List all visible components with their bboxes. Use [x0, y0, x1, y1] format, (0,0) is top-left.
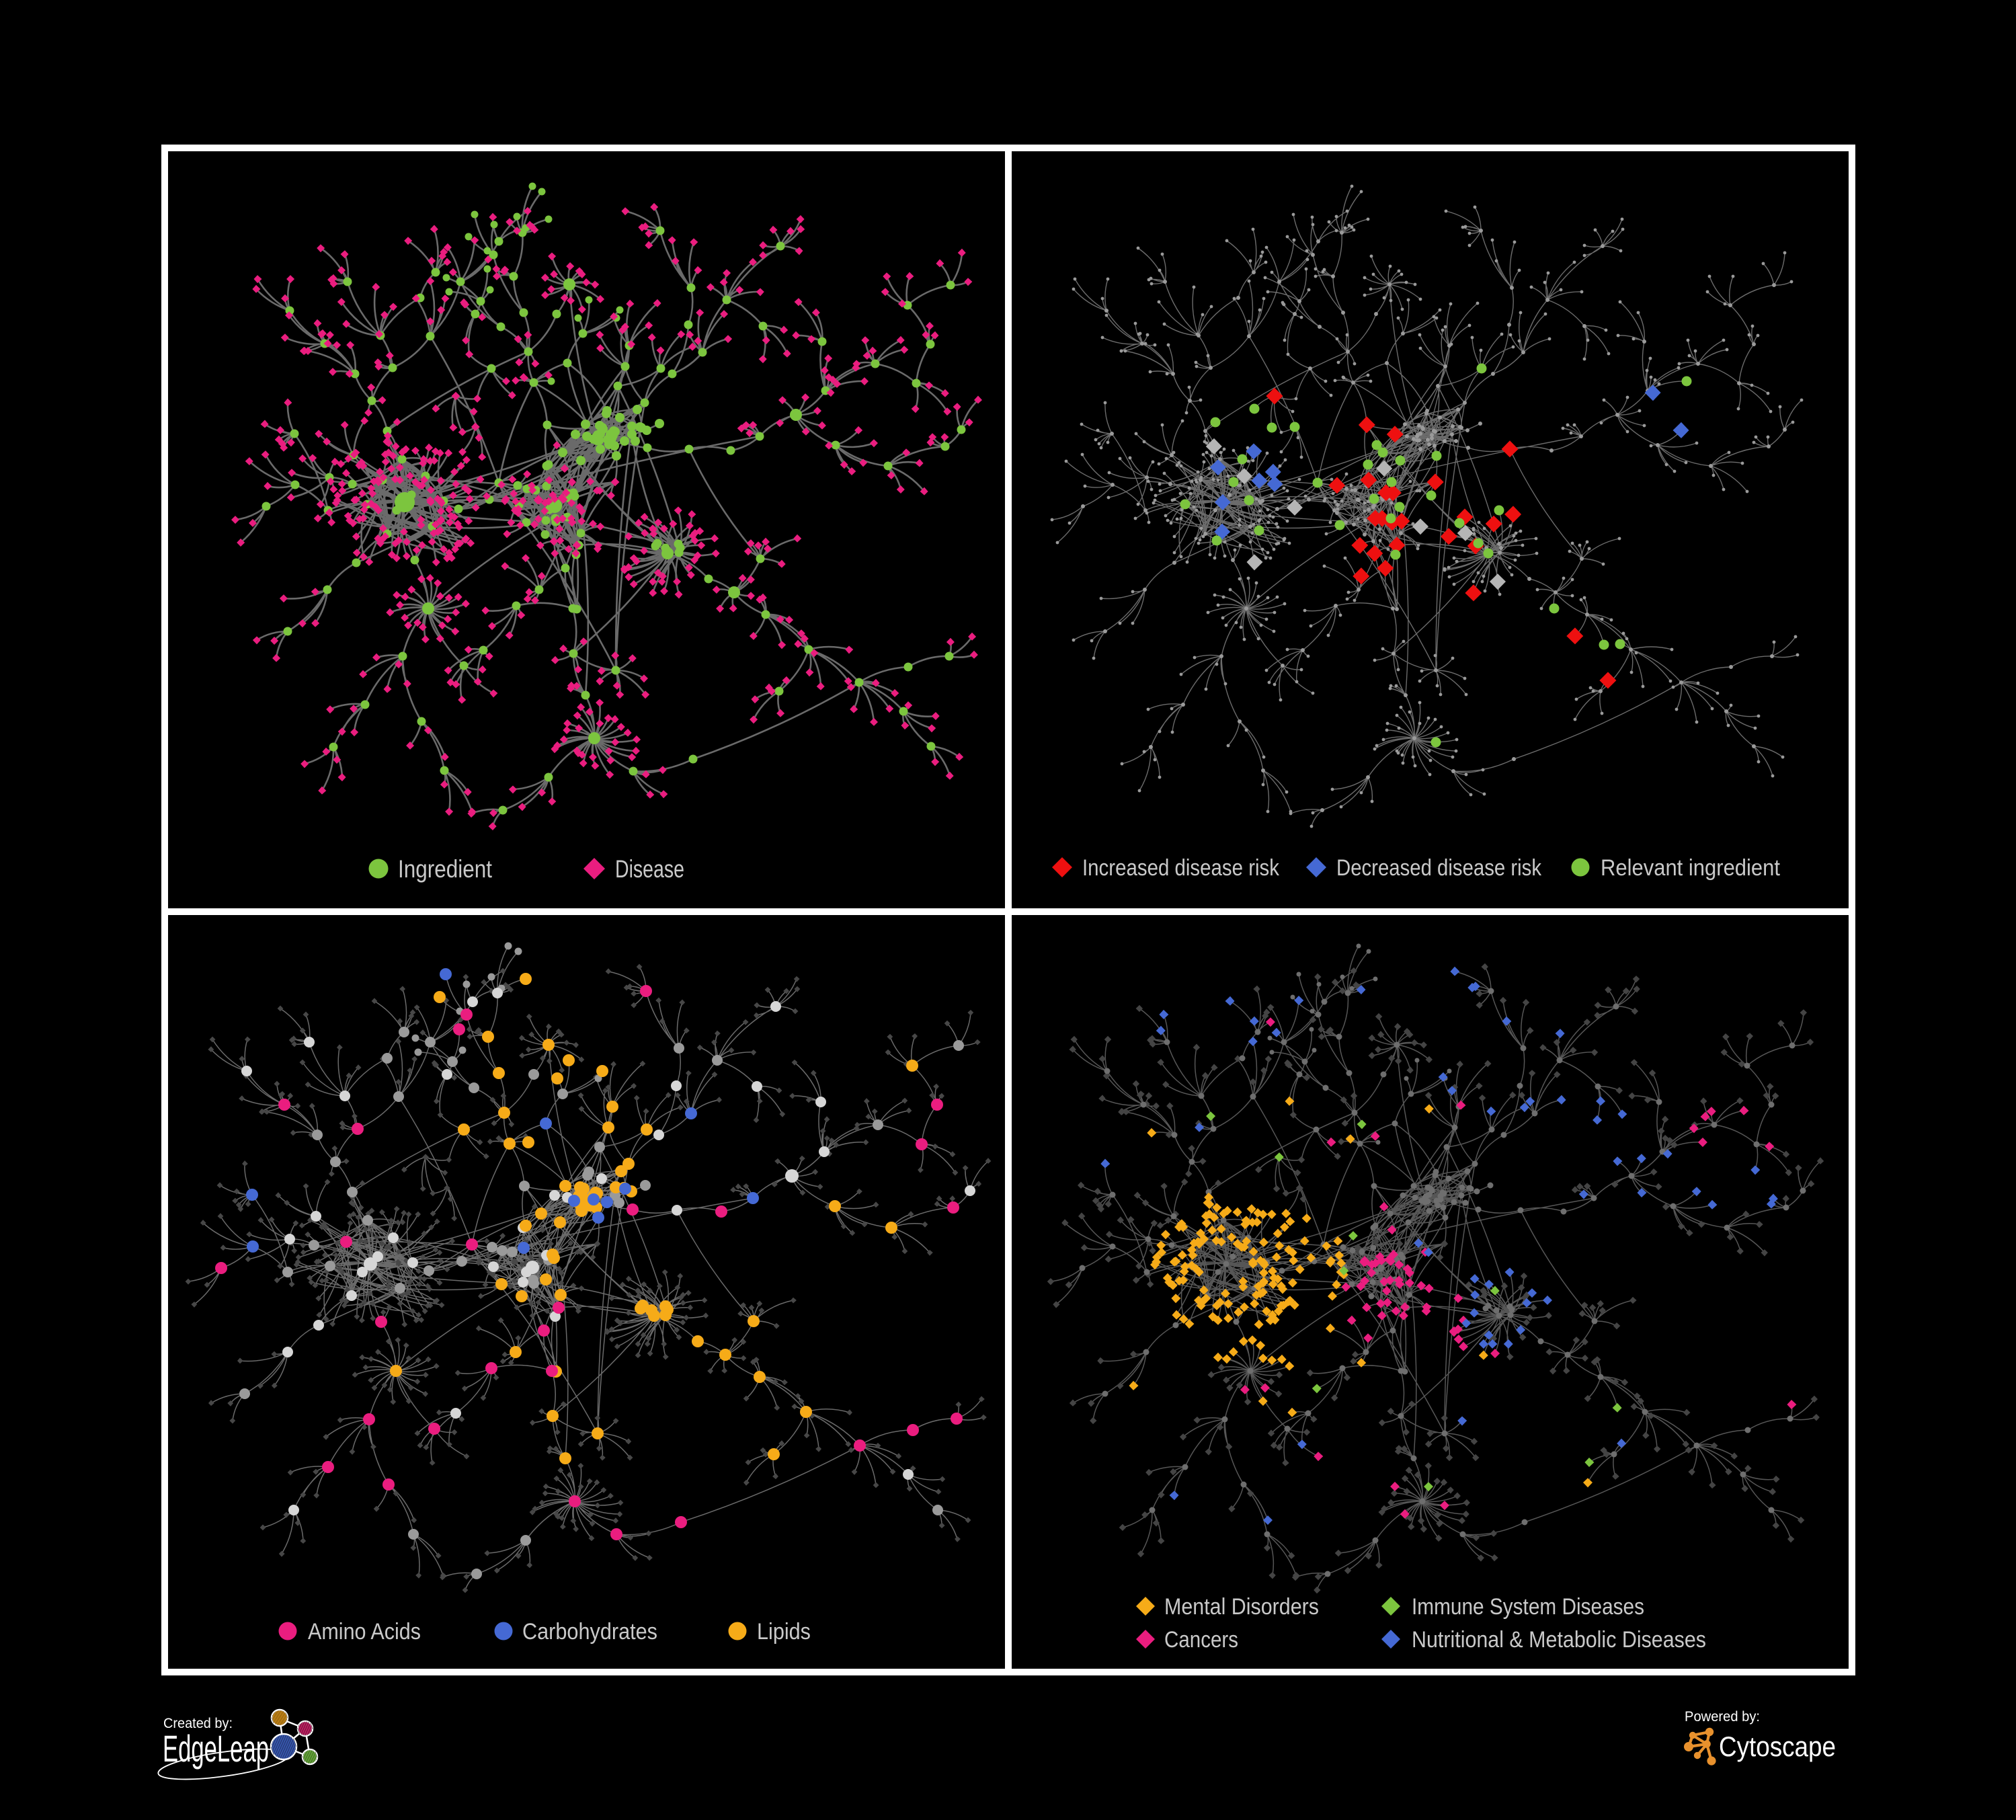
svg-text:Decreased disease risk: Decreased disease risk: [1336, 855, 1542, 881]
svg-text:Increased disease risk: Increased disease risk: [1082, 855, 1280, 881]
svg-text:Created by:: Created by:: [163, 1716, 233, 1731]
svg-text:Nutritional & Metabolic Diseas: Nutritional & Metabolic Diseases: [1412, 1627, 1706, 1653]
svg-text:Cancers: Cancers: [1164, 1627, 1238, 1653]
svg-text:Lipids: Lipids: [757, 1619, 811, 1645]
svg-text:Disease: Disease: [615, 855, 684, 883]
svg-text:EdgeLeap: EdgeLeap: [163, 1727, 269, 1770]
svg-text:Carbohydrates: Carbohydrates: [522, 1619, 657, 1645]
svg-text:Ingredient: Ingredient: [398, 855, 493, 883]
svg-text:Powered by:: Powered by:: [1685, 1709, 1760, 1725]
svg-text:Mental Disorders: Mental Disorders: [1164, 1594, 1319, 1620]
svg-text:Relevant ingredient: Relevant ingredient: [1601, 855, 1781, 881]
svg-text:Cytoscape: Cytoscape: [1719, 1731, 1836, 1762]
svg-text:Immune System Diseases: Immune System Diseases: [1412, 1594, 1644, 1620]
svg-text:Amino Acids: Amino Acids: [308, 1619, 421, 1645]
